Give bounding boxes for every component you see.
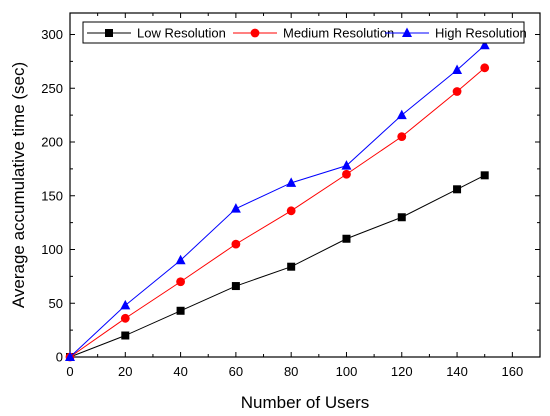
data-point — [479, 39, 490, 50]
data-point — [397, 132, 407, 142]
data-point — [287, 262, 296, 271]
data-point — [341, 160, 352, 170]
y-tick-label: 100 — [41, 242, 63, 257]
data-point — [480, 63, 490, 73]
data-point — [121, 331, 130, 340]
y-tick-label: 0 — [56, 350, 63, 365]
data-point — [452, 87, 462, 96]
x-tick-label: 120 — [391, 364, 413, 379]
plot-area — [69, 12, 541, 358]
axis-ticks: 0 20 40 60 80 100 120 140 160 0 50 100 150 200 250 300 — [41, 13, 540, 379]
data-point — [176, 306, 185, 315]
data-point — [342, 234, 351, 243]
y-tick-label: 50 — [49, 296, 63, 311]
x-tick-label: 160 — [502, 364, 524, 379]
series-layer — [65, 39, 490, 362]
legend-item: Medium Resolution — [233, 26, 394, 41]
data-point — [175, 254, 186, 265]
legend-marker — [402, 27, 412, 37]
data-point — [453, 185, 462, 194]
x-tick-label: 40 — [173, 364, 187, 379]
data-point — [231, 239, 241, 249]
x-tick-label: 60 — [229, 364, 243, 379]
x-tick-label: 140 — [446, 364, 468, 379]
legend-label: High Resolution — [435, 26, 527, 41]
data-point — [176, 277, 185, 287]
x-axis-title: Number of Users — [241, 393, 369, 412]
x-tick-label: 100 — [336, 364, 358, 379]
x-tick-label: 80 — [284, 364, 298, 379]
x-tick-label: 0 — [66, 364, 73, 379]
series-high-resolution — [65, 39, 490, 361]
data-point — [397, 213, 406, 222]
x-tick-label: 20 — [118, 364, 132, 379]
data-point — [65, 351, 75, 361]
legend-label: Low Resolution — [137, 26, 226, 41]
data-point — [120, 313, 130, 323]
y-tick-label: 150 — [41, 188, 63, 203]
legend: Low Resolution Medium Resolution High Reso… — [82, 21, 527, 44]
legend-label: Medium Resolution — [283, 26, 394, 41]
y-tick-label: 200 — [41, 135, 63, 150]
y-tick-label: 250 — [41, 81, 63, 96]
y-tick-label: 300 — [41, 27, 63, 42]
data-point — [231, 282, 240, 291]
y-axis-title: Average accumulative time (sec) — [9, 62, 28, 308]
series-medium-resolution — [65, 63, 490, 362]
data-point — [286, 177, 297, 187]
data-point — [230, 203, 241, 213]
data-point — [120, 299, 131, 310]
legend-item: High Resolution — [385, 26, 527, 41]
data-point — [342, 169, 351, 179]
data-point — [452, 64, 463, 74]
legend-marker — [105, 29, 113, 37]
data-point — [286, 206, 296, 216]
legend-marker — [250, 28, 260, 38]
data-point — [480, 171, 489, 180]
legend-item: Low Resolution — [87, 26, 226, 41]
legend-box — [82, 21, 525, 44]
series-low-resolution — [66, 171, 489, 361]
data-point — [396, 109, 407, 120]
